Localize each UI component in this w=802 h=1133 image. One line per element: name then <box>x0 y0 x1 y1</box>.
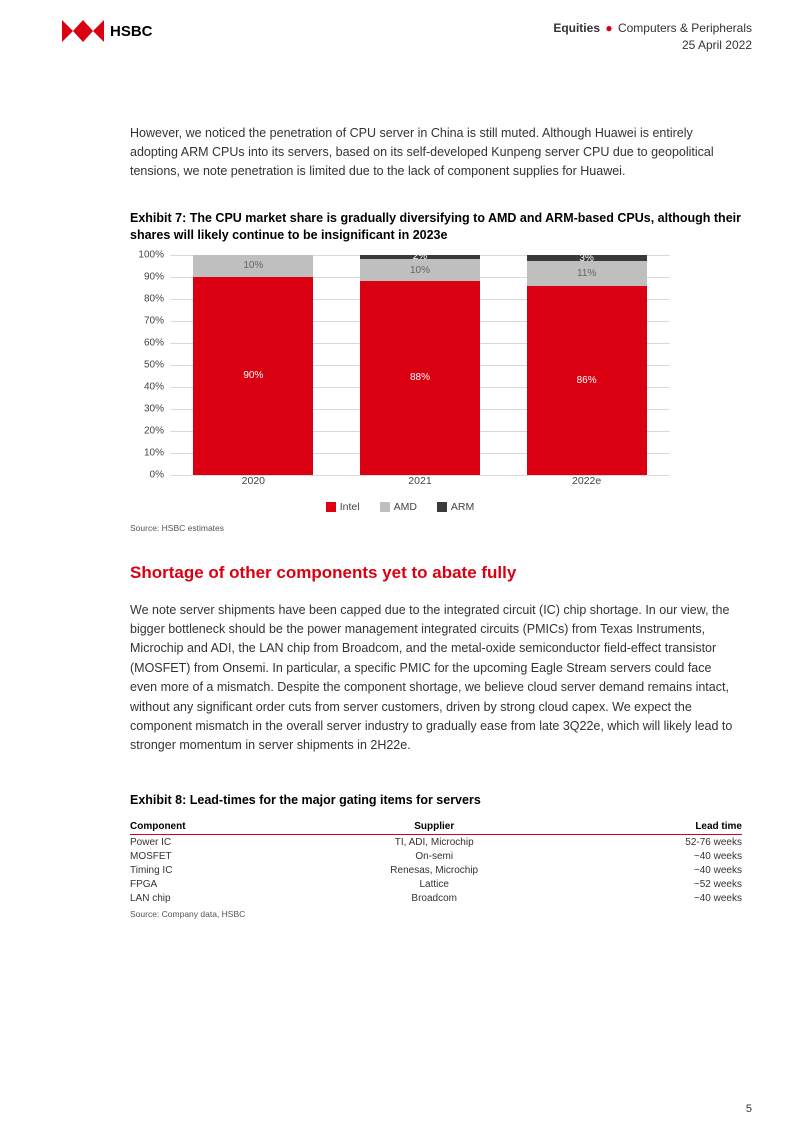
chart-y-tick: 100% <box>138 249 164 260</box>
chart-y-tick: 50% <box>144 359 164 370</box>
chart-bars: 90%10%0% 88%10%2% 86%11%3% <box>170 255 670 475</box>
table-row: Timing ICRenesas, Microchip~40 weeks <box>130 863 742 877</box>
table-row: LAN chipBroadcom~40 weeks <box>130 891 742 905</box>
legend-label: AMD <box>394 501 417 513</box>
chart-bar-segment-intel: 90% <box>193 277 313 475</box>
table-row: Power ICTI, ADI, Microchip52-76 weeks <box>130 835 742 850</box>
table-header-cell: Component <box>130 819 300 835</box>
table-cell: MOSFET <box>130 849 300 863</box>
chart-bar-column: 88%10%2% <box>360 255 480 475</box>
table-cell: TI, ADI, Microchip <box>300 835 569 850</box>
table-cell: ~40 weeks <box>569 849 742 863</box>
chart-y-tick: 60% <box>144 337 164 348</box>
chart-bar-segment-amd: 10% <box>360 259 480 281</box>
chart-y-tick: 80% <box>144 293 164 304</box>
header-meta: Equities ● Computers & Peripherals 25 Ap… <box>553 20 752 54</box>
chart-y-tick: 20% <box>144 425 164 436</box>
header-category: Computers & Peripherals <box>618 21 752 35</box>
table-cell: LAN chip <box>130 891 300 905</box>
table-cell: 52-76 weeks <box>569 835 742 850</box>
table-header-cell: Lead time <box>569 819 742 835</box>
chart-bar-segment-amd: 11% <box>527 261 647 285</box>
chart-legend-item: ARM <box>437 501 474 513</box>
table-cell: ~52 weeks <box>569 877 742 891</box>
section-heading-shortage: Shortage of other components yet to abat… <box>130 563 742 583</box>
table-cell: Broadcom <box>300 891 569 905</box>
chart-bar-column: 86%11%3% <box>527 255 647 475</box>
legend-swatch-icon <box>437 502 447 512</box>
page-header: HSBC Equities ● Computers & Peripherals … <box>0 0 802 54</box>
exhibit7-title: Exhibit 7: The CPU market share is gradu… <box>130 210 742 245</box>
table-header-cell: Supplier <box>300 819 569 835</box>
table-cell: On-semi <box>300 849 569 863</box>
chart-legend-item: Intel <box>326 501 360 513</box>
table-cell: Power IC <box>130 835 300 850</box>
exhibit8-source: Source: Company data, HSBC <box>130 909 742 919</box>
chart-x-label: 2021 <box>360 475 480 495</box>
legend-label: ARM <box>451 501 474 513</box>
chart-x-labels: 2020 2021 2022e <box>170 475 670 495</box>
table-cell: Timing IC <box>130 863 300 877</box>
exhibit7-chart: 0%10%20%30%40%50%60%70%80%90%100% 90%10%… <box>130 255 742 513</box>
legend-swatch-icon <box>326 502 336 512</box>
chart-y-tick: 90% <box>144 271 164 282</box>
chart-legend: Intel AMD ARM <box>130 501 670 513</box>
chart-legend-item: AMD <box>380 501 417 513</box>
table-cell: FPGA <box>130 877 300 891</box>
header-dot-icon: ● <box>605 21 612 35</box>
exhibit8-table: ComponentSupplierLead time Power ICTI, A… <box>130 819 742 905</box>
legend-label: Intel <box>340 501 360 513</box>
chart-y-tick: 40% <box>144 381 164 392</box>
chart-y-tick: 0% <box>150 469 164 480</box>
chart-x-label: 2022e <box>527 475 647 495</box>
chart-bar-segment-arm: 3% <box>527 255 647 262</box>
chart-bar-segment-intel: 88% <box>360 281 480 475</box>
chart-bar-column: 90%10%0% <box>193 255 313 475</box>
chart-y-axis: 0%10%20%30%40%50%60%70%80%90%100% <box>130 255 170 475</box>
header-equities: Equities <box>553 21 600 35</box>
paragraph-2: We note server shipments have been cappe… <box>130 601 742 756</box>
paragraph-1: However, we noticed the penetration of C… <box>130 124 742 182</box>
table-row: MOSFETOn-semi~40 weeks <box>130 849 742 863</box>
page-number: 5 <box>746 1103 752 1115</box>
legend-swatch-icon <box>380 502 390 512</box>
hsbc-logo-icon <box>62 20 104 42</box>
brand-name: HSBC <box>110 23 153 40</box>
page-content: However, we noticed the penetration of C… <box>0 124 802 920</box>
exhibit8-title: Exhibit 8: Lead-times for the major gati… <box>130 792 742 810</box>
chart-bar-segment-amd: 10% <box>193 255 313 277</box>
table-cell: Lattice <box>300 877 569 891</box>
table-cell: Renesas, Microchip <box>300 863 569 877</box>
chart-y-tick: 10% <box>144 447 164 458</box>
chart-x-label: 2020 <box>193 475 313 495</box>
chart-y-tick: 70% <box>144 315 164 326</box>
table-cell: ~40 weeks <box>569 863 742 877</box>
table-row: FPGALattice~52 weeks <box>130 877 742 891</box>
exhibit7-source: Source: HSBC estimates <box>130 523 742 533</box>
chart-y-tick: 30% <box>144 403 164 414</box>
table-cell: ~40 weeks <box>569 891 742 905</box>
chart-bar-segment-intel: 86% <box>527 286 647 475</box>
brand-logo-block: HSBC <box>62 20 153 42</box>
header-date: 25 April 2022 <box>553 37 752 54</box>
